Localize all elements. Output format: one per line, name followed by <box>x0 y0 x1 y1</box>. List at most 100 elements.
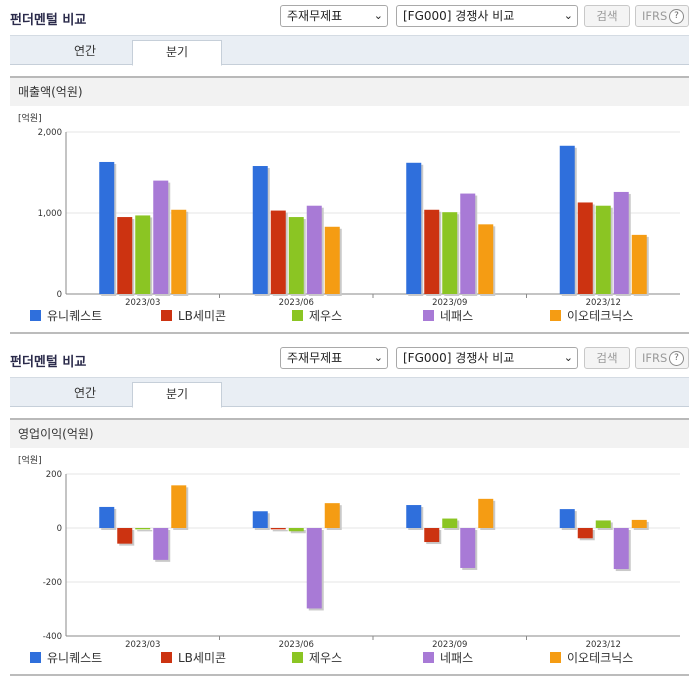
bar <box>631 234 647 294</box>
bar <box>559 509 575 528</box>
bar <box>613 191 629 294</box>
section-title: 매출액(억원) <box>10 76 689 106</box>
bar <box>117 217 133 294</box>
ifrs-label: IFRS <box>642 351 668 365</box>
legend-item[interactable]: 네패스 <box>423 650 473 666</box>
y-tick-label: 2,000 <box>38 128 62 138</box>
bar <box>252 511 268 528</box>
compare-select[interactable]: [FG000] 경쟁사 비교 ⌄ <box>396 347 578 369</box>
x-tick-label: 2023/12 <box>586 640 621 648</box>
bar <box>99 506 115 528</box>
bar <box>442 518 458 528</box>
legend-item[interactable]: 네패스 <box>423 308 473 324</box>
statement-select[interactable]: 주재무제표 ⌄ <box>280 5 388 27</box>
legend-item[interactable]: LB세미콘 <box>161 650 226 666</box>
tab-annual[interactable]: 연간 <box>73 386 97 400</box>
search-button[interactable]: 검색 <box>584 347 630 369</box>
bar <box>117 528 133 544</box>
bar <box>406 162 422 294</box>
legend-item[interactable]: 이오테크닉스 <box>550 650 633 666</box>
bar <box>595 205 611 294</box>
bar <box>478 498 494 528</box>
statement-select-value: 주재무제표 <box>287 351 343 365</box>
legend-label: 유니퀘스트 <box>47 651 103 665</box>
fundamental-panel-operating-profit: 펀더멘털 비교 주재무제표 ⌄ [FG000] 경쟁사 비교 ⌄ 검색 IFRS? … <box>0 342 696 684</box>
bar <box>252 166 268 294</box>
tab-quarterly[interactable]: 분기 <box>132 40 222 66</box>
legend-label: LB세미콘 <box>178 309 227 323</box>
tab-annual[interactable]: 연간 <box>73 44 97 58</box>
bar <box>288 217 304 294</box>
chevron-down-icon: ⌄ <box>373 351 383 364</box>
bar <box>424 209 440 294</box>
chart-legend: 유니퀘스트 LB세미콘 제우스 네패스 이오테크닉스 <box>30 308 690 324</box>
legend-label: 유니퀘스트 <box>47 309 103 323</box>
legend-swatch <box>292 652 303 663</box>
panel-title: 펀더멘털 비교 <box>10 13 87 28</box>
help-icon[interactable]: ? <box>669 351 684 366</box>
bar <box>153 180 169 294</box>
ifrs-button[interactable]: IFRS? <box>635 347 689 369</box>
legend-swatch <box>423 310 434 321</box>
help-icon[interactable]: ? <box>669 9 684 24</box>
section-title: 영업이익(억원) <box>10 418 689 448</box>
bar <box>613 528 629 570</box>
x-tick-label: 2023/09 <box>432 640 467 648</box>
bar-shadow <box>137 530 153 532</box>
legend-item[interactable]: 제우스 <box>292 308 342 324</box>
chevron-down-icon: ⌄ <box>563 9 573 22</box>
legend-label: 이오테크닉스 <box>567 651 634 665</box>
y-tick-label: 0 <box>57 290 62 300</box>
period-tabs: 연간 분기 <box>10 377 689 408</box>
y-tick-label: 1,000 <box>38 209 62 219</box>
legend-label: 제우스 <box>309 651 343 665</box>
operating-profit-bar-chart: [억원] 200 0 -200 -400 2023/03 2023/06 2023/09 202… <box>18 454 680 648</box>
tab-quarterly[interactable]: 분기 <box>132 382 222 408</box>
bar <box>270 210 286 294</box>
legend-swatch <box>30 310 41 321</box>
bar <box>595 520 611 528</box>
panel-title: 펀더멘털 비교 <box>10 355 87 370</box>
chevron-down-icon: ⌄ <box>563 351 573 364</box>
ifrs-button[interactable]: IFRS? <box>635 5 689 27</box>
ifrs-label: IFRS <box>642 9 668 23</box>
legend-label: 이오테크닉스 <box>567 309 634 323</box>
bar <box>442 212 458 294</box>
bar <box>324 503 340 528</box>
bar <box>559 145 575 294</box>
legend-swatch <box>423 652 434 663</box>
bar <box>153 528 169 560</box>
legend-swatch <box>292 310 303 321</box>
divider <box>10 332 689 334</box>
legend-label: LB세미콘 <box>178 651 227 665</box>
bar <box>424 528 440 543</box>
bar <box>631 519 647 528</box>
legend-item[interactable]: LB세미콘 <box>161 308 226 324</box>
bar-shadow <box>272 530 288 532</box>
legend-swatch <box>550 652 561 663</box>
legend-label: 제우스 <box>309 309 343 323</box>
legend-swatch <box>30 652 41 663</box>
bar <box>135 215 151 294</box>
statement-select-value: 주재무제표 <box>287 9 343 23</box>
bar <box>171 485 187 528</box>
fundamental-panel-revenue: 펀더멘털 비교 주재무제표 ⌄ [FG000] 경쟁사 비교 ⌄ 검색 IFRS? … <box>10 5 690 334</box>
bar <box>478 224 494 294</box>
legend-item[interactable]: 유니퀘스트 <box>30 650 102 666</box>
statement-select[interactable]: 주재무제표 ⌄ <box>280 347 388 369</box>
x-tick-label: 2023/06 <box>279 640 314 648</box>
y-tick-label: 0 <box>57 524 62 534</box>
bar <box>99 161 115 294</box>
legend-item[interactable]: 제우스 <box>292 650 342 666</box>
x-tick-label: 2023/12 <box>586 298 621 306</box>
bar-shadow <box>290 530 306 534</box>
bar <box>270 528 286 530</box>
legend-item[interactable]: 유니퀘스트 <box>30 308 102 324</box>
compare-select-value: [FG000] 경쟁사 비교 <box>403 351 515 365</box>
y-unit-label: [억원] <box>18 454 42 466</box>
compare-select[interactable]: [FG000] 경쟁사 비교 ⌄ <box>396 5 578 27</box>
search-button[interactable]: 검색 <box>584 5 630 27</box>
legend-item[interactable]: 이오테크닉스 <box>550 308 633 324</box>
chart-legend: 유니퀘스트 LB세미콘 제우스 네패스 이오테크닉스 <box>30 650 690 666</box>
bar <box>406 505 422 528</box>
